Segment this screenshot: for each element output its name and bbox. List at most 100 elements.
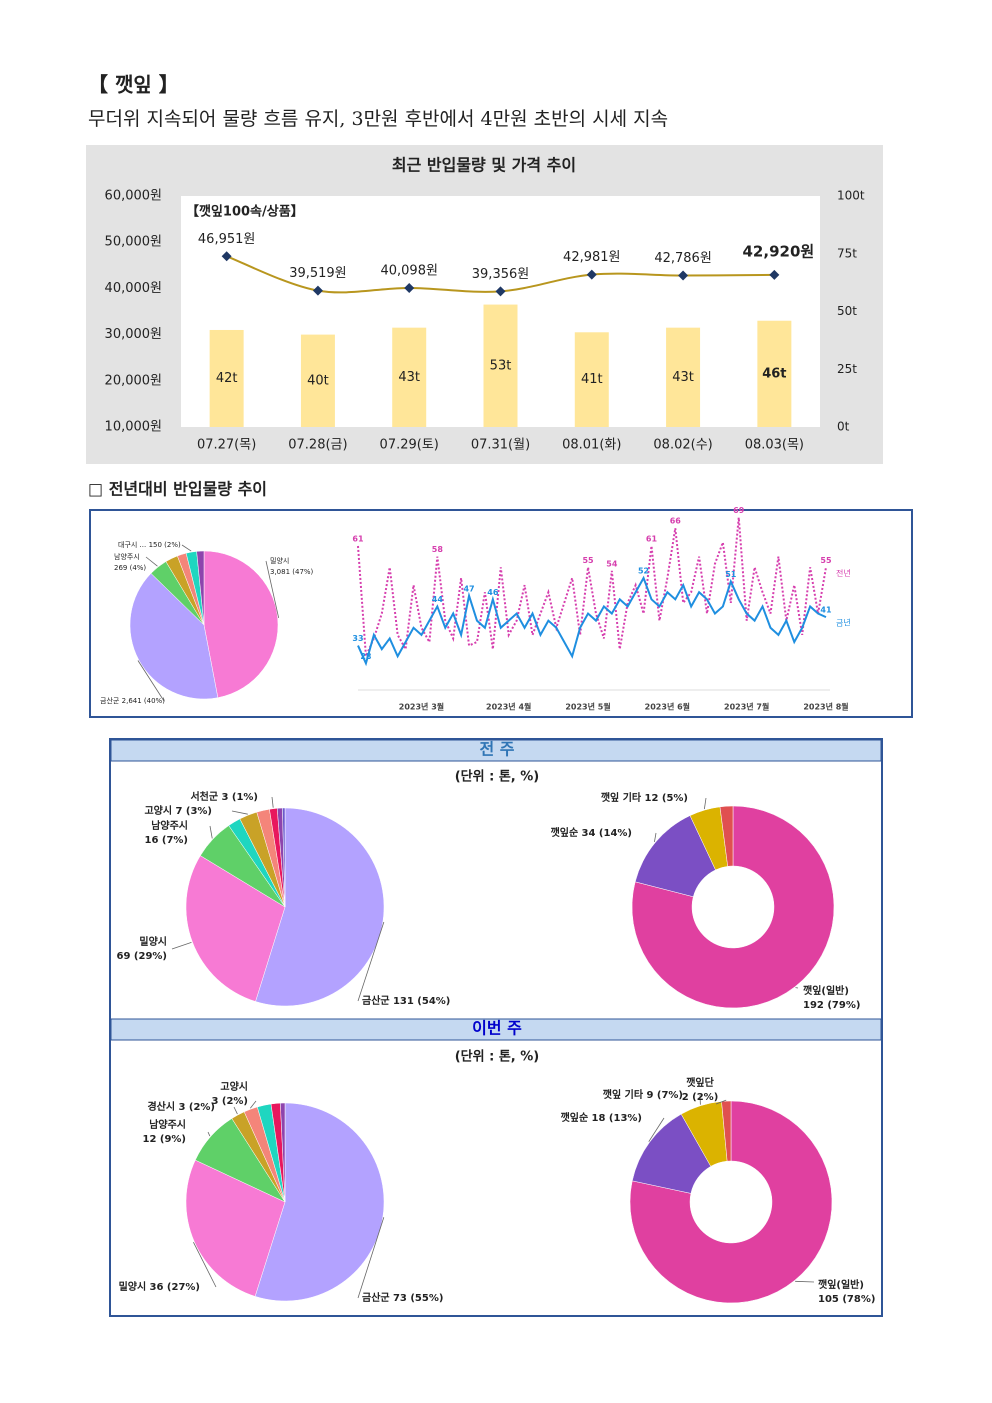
point-label: 47 [463,584,474,593]
chart-title: 최근 반입물량 및 가격 추이 [392,156,576,175]
x-tick-label: 2023년 4월 [486,702,531,712]
bar-label: 40t [307,373,329,388]
x-tick-label: 07.31(월) [471,438,530,453]
slice-category: 금산군 [362,1291,390,1304]
slice-label: 금산군 2,641 (40%) [100,696,165,705]
leader-line [795,1280,815,1283]
y2-tick-label: 100t [837,189,865,203]
slice-value: 7 (3%) [175,806,212,817]
section-heading: □ 전년대비 반입물량 추이 [88,480,267,499]
slice [129,573,219,700]
slice-value: 36 (27%) [150,1282,200,1293]
slice [196,550,205,626]
y-tick-label: 50,000원 [105,235,162,250]
y-tick-label: 30,000원 [105,327,162,342]
leader-line [654,832,657,843]
slice-label: 서천군 3 (1%) [190,790,258,803]
slice [280,1102,286,1203]
x-tick-label: 2023년 6월 [645,702,690,712]
leader-line [233,1106,238,1115]
leader-line [231,810,248,815]
slice-value: 269 (4%) [114,564,146,572]
bar [757,320,792,427]
x-tick-label: 08.01(화) [562,438,621,453]
bar-label: 53t [490,358,512,373]
point-label: 55 [582,556,594,565]
slice-category: 금산군 [100,696,120,705]
y-tick-label: 40,000원 [105,281,162,296]
slice-category: 남양주시 [151,819,188,832]
slice-label: 남양주시 269 (4%) [114,552,146,572]
x-tick-label: 07.28(금) [288,438,347,453]
slice-value: 131 (54%) [393,996,450,1007]
price-label: 42,920원 [743,242,815,260]
price-marker [495,286,506,297]
slice-value: 2,641 (40%) [122,697,166,705]
price-marker [678,270,689,281]
slice-category: 대구시 ... [118,541,146,549]
slice [719,805,734,867]
point-label: 61 [352,535,364,544]
slice [631,805,835,1009]
slice-value: 192 (79%) [803,1000,860,1011]
slice-label: 밀양시 36 (27%) [119,1281,200,1293]
leader-line [703,797,707,810]
slice-label: 경산시 3 (2%) [147,1100,215,1113]
slice-category: 깻잎순 [551,826,579,839]
bar-label: 43t [398,370,420,385]
legend-label: 전년 [836,568,851,578]
bar-label: 46t [762,366,786,381]
bar-label: 42t [216,371,238,386]
slice [629,1100,833,1304]
x-tick-label: 08.03(목) [745,438,804,453]
leader-line [145,556,158,567]
leader-line [271,796,274,808]
leader-line [181,544,192,552]
leader-line [265,560,280,619]
slice-category: 깻잎단 [686,1076,714,1089]
slice-value: 3 (1%) [221,792,258,803]
leader-line [209,825,213,839]
slice-value: 3 (2%) [178,1102,215,1113]
point-label: 58 [432,545,444,554]
slice-label: 남양주시 12 (9%) [142,1118,186,1145]
slice-value: 150 (2%) [149,541,181,549]
slice-category: 깻잎(일반) [803,984,849,997]
leader-line [137,660,165,702]
price-label: 42,786원 [654,251,711,266]
slice [254,1102,385,1302]
slice-value: 12 (5%) [644,793,688,804]
slice-value: 34 (14%) [582,828,632,839]
slice-category: 깻잎 기타 [601,791,642,804]
slice-label: 깻잎순 34 (14%) [551,826,632,839]
leader-line [715,1099,727,1105]
slice-label: 고양시 3 (2%) [211,1081,248,1107]
leader-line [171,941,192,950]
price-label: 39,519원 [289,266,346,281]
slice-label: 깻잎(일반) 105 (78%) [818,1278,875,1305]
x-tick-label: 07.27(목) [197,438,256,453]
section-band [110,1018,882,1041]
slice-label: 고양시 7 (3%) [144,805,212,817]
leader-line [648,1117,665,1142]
x-tick-label: 2023년 5월 [565,702,610,712]
slice-category: 깻잎순 [561,1111,589,1124]
slice-label: 대구시 ... 150 (2%) [118,541,181,549]
unit-label: (단위 : 톤, %) [455,769,540,785]
x-tick-label: 2023년 8월 [803,702,848,712]
chart-annotation: 【깻잎100속/상품】 [186,204,304,220]
price-marker [221,251,232,262]
slice [282,807,286,908]
price-marker [312,285,323,296]
leader-line [193,1241,217,1288]
slice-label: 금산군 73 (55%) [362,1291,443,1304]
slice-label: 밀양시 3,081 (47%) [270,557,314,576]
slice-value: 12 (9%) [142,1134,186,1145]
bar [574,332,609,427]
series-line [357,575,827,667]
y2-tick-label: 50t [837,304,857,318]
point-label: 54 [606,559,618,568]
y2-tick-label: 75t [837,246,857,260]
x-tick-label: 08.02(수) [653,438,712,453]
